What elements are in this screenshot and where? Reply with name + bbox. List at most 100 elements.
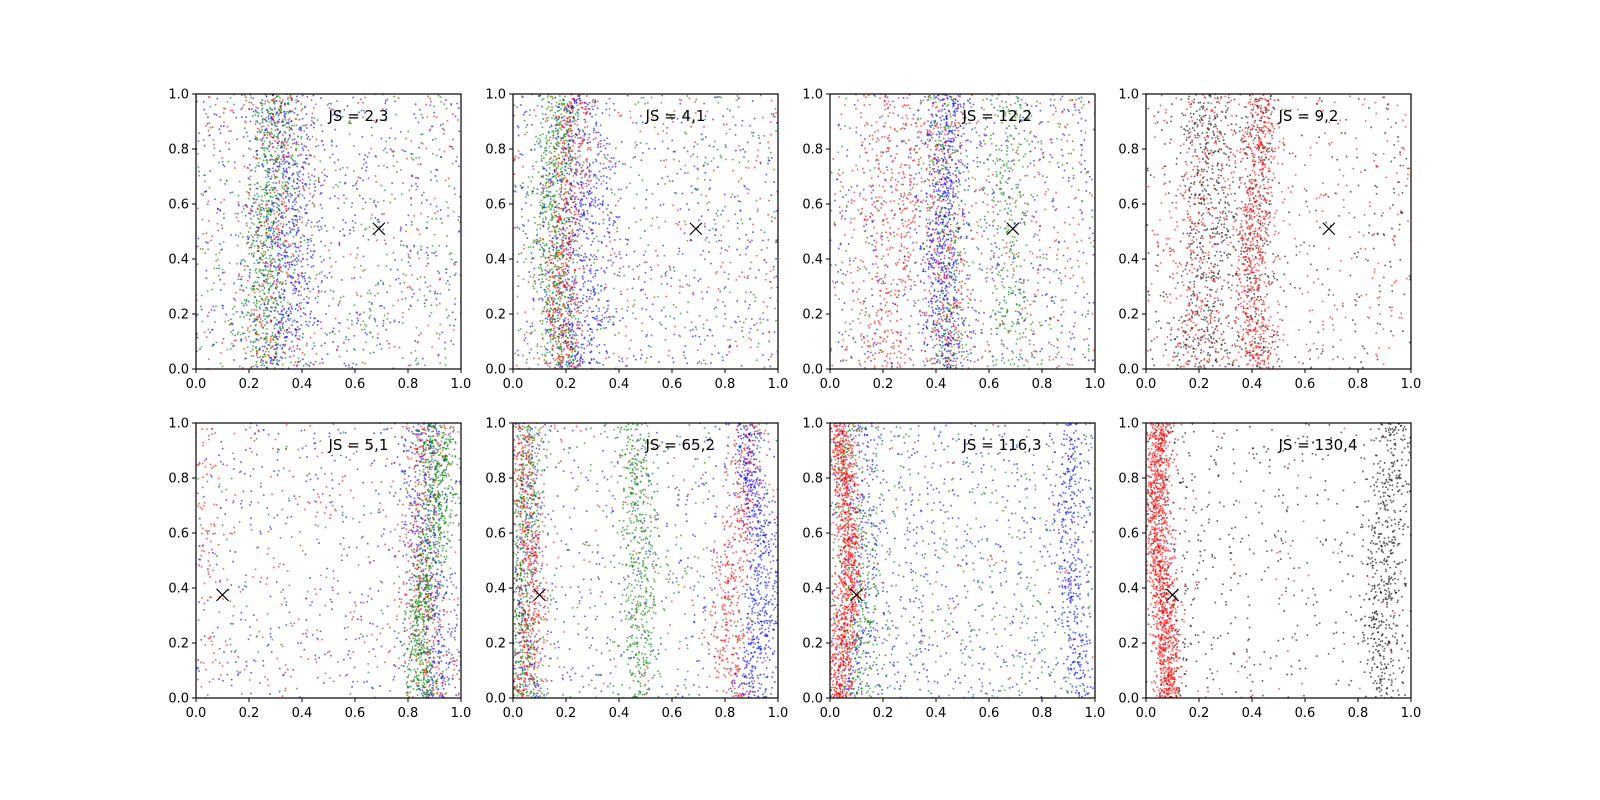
scatter-point bbox=[573, 210, 576, 213]
scatter-point bbox=[294, 285, 296, 288]
scatter-point bbox=[435, 297, 438, 300]
scatter-point bbox=[583, 252, 586, 255]
scatter-point bbox=[572, 337, 575, 340]
scatter-point bbox=[224, 182, 227, 185]
scatter-point bbox=[293, 349, 296, 352]
scatter-point bbox=[555, 265, 558, 268]
scatter-point bbox=[435, 217, 438, 220]
scatter-point bbox=[535, 242, 538, 245]
scatter-point bbox=[269, 143, 272, 145]
scatter-point bbox=[586, 138, 589, 141]
scatter-point bbox=[276, 135, 279, 138]
scatter-point bbox=[544, 147, 546, 150]
scatter-point bbox=[563, 306, 566, 308]
scatter-point bbox=[741, 326, 744, 329]
scatter-point bbox=[528, 114, 531, 117]
scatter-point bbox=[323, 174, 326, 177]
scatter-point bbox=[543, 244, 546, 247]
scatter-point bbox=[573, 269, 576, 272]
scatter-point bbox=[277, 312, 280, 315]
scatter-point bbox=[551, 161, 553, 164]
scatter-point bbox=[254, 109, 257, 112]
scatter-point bbox=[242, 258, 245, 261]
scatter-point bbox=[569, 102, 572, 105]
scatter-point bbox=[562, 275, 564, 277]
scatter-point bbox=[754, 296, 757, 299]
scatter-point bbox=[233, 103, 236, 106]
scatter-point bbox=[580, 185, 583, 188]
y-tick-label: 0.0 bbox=[168, 363, 189, 378]
scatter-point bbox=[270, 226, 273, 229]
scatter-point bbox=[306, 258, 309, 261]
scatter-point bbox=[563, 193, 566, 196]
scatter-point bbox=[276, 133, 279, 136]
scatter-point bbox=[272, 188, 275, 191]
scatter-point bbox=[439, 323, 442, 326]
scatter-point bbox=[560, 177, 563, 180]
scatter-point bbox=[215, 341, 218, 344]
scatter-point bbox=[264, 264, 267, 267]
scatter-point bbox=[551, 258, 554, 261]
scatter-point bbox=[572, 292, 574, 295]
scatter-point bbox=[612, 352, 615, 355]
scatter-point bbox=[685, 132, 688, 135]
scatter-point bbox=[369, 309, 372, 312]
scatter-point bbox=[435, 168, 438, 171]
scatter-point bbox=[532, 285, 535, 288]
scatter-point bbox=[382, 281, 385, 284]
scatter-point bbox=[275, 189, 278, 192]
scatter-point bbox=[292, 289, 295, 292]
scatter-point bbox=[289, 244, 292, 247]
scatter-point bbox=[576, 111, 578, 114]
scatter-point bbox=[272, 163, 275, 166]
scatter-point bbox=[266, 171, 269, 174]
scatter-point bbox=[305, 295, 308, 298]
scatter-point bbox=[292, 178, 295, 181]
scatter-point bbox=[213, 113, 216, 116]
scatter-point bbox=[235, 291, 237, 294]
scatter-point bbox=[233, 344, 235, 347]
scatter-point bbox=[211, 235, 214, 238]
scatter-point bbox=[266, 249, 269, 251]
scatter-point bbox=[271, 116, 274, 119]
scatter-point bbox=[645, 261, 648, 264]
scatter-point bbox=[563, 115, 566, 118]
scatter-point bbox=[384, 242, 387, 245]
scatter-point bbox=[762, 311, 765, 314]
scatter-point bbox=[537, 298, 540, 301]
scatter-point bbox=[686, 239, 689, 242]
scatter-point bbox=[555, 343, 558, 345]
scatter-point bbox=[437, 270, 439, 273]
scatter-point bbox=[569, 186, 572, 189]
scatter-point bbox=[555, 250, 558, 253]
scatter-point bbox=[571, 326, 574, 328]
scatter-point bbox=[245, 116, 248, 118]
scatter-point bbox=[593, 254, 596, 257]
scatter-point bbox=[429, 104, 432, 107]
scatter-point bbox=[246, 224, 248, 227]
scatter-point bbox=[578, 224, 581, 227]
scatter-point bbox=[445, 268, 448, 271]
scatter-point bbox=[284, 123, 287, 126]
scatter-point bbox=[604, 283, 607, 286]
scatter-point bbox=[574, 136, 577, 139]
scatter-point bbox=[254, 324, 257, 327]
scatter-point bbox=[616, 226, 619, 229]
scatter-point bbox=[292, 180, 295, 183]
scatter-point bbox=[535, 238, 538, 241]
scatter-point bbox=[547, 105, 550, 108]
scatter-point bbox=[705, 195, 708, 197]
scatter-point bbox=[748, 337, 750, 340]
scatter-point bbox=[566, 273, 569, 276]
scatter-point bbox=[353, 114, 356, 117]
scatter-point bbox=[581, 330, 584, 332]
scatter-point bbox=[250, 366, 253, 368]
scatter-point bbox=[274, 170, 277, 173]
scatter-point bbox=[253, 262, 256, 265]
scatter-point bbox=[674, 325, 677, 328]
scatter-point bbox=[301, 276, 304, 278]
scatter-point bbox=[435, 332, 438, 335]
scatter-point bbox=[531, 331, 533, 334]
scatter-point bbox=[225, 179, 228, 182]
scatter-point bbox=[249, 148, 252, 151]
